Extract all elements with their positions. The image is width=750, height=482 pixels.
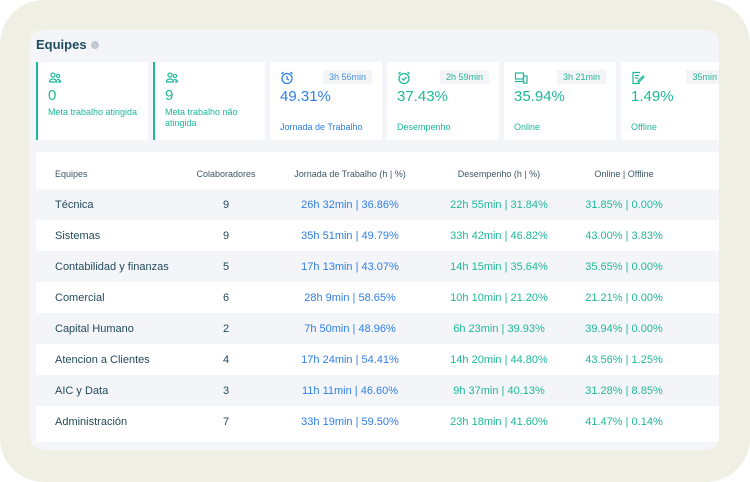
desempenho-value: 14h 20min | 44.80% bbox=[450, 353, 548, 366]
jornada-value: 33h 19min | 59.50% bbox=[301, 415, 399, 428]
users-icon bbox=[48, 71, 62, 85]
header-online-offline[interactable]: Online | Offline bbox=[594, 169, 654, 179]
summary-card-meta-trabalho-n-o-atingida[interactable]: 9 Meta trabalho não atingida bbox=[153, 62, 265, 140]
header-colaboradores[interactable]: Colaboradores bbox=[196, 169, 256, 179]
time-badge: 2h 59min bbox=[439, 70, 489, 84]
time-badge: 3h 21min bbox=[556, 70, 606, 84]
team-name: Contabilidad y finanzas bbox=[55, 260, 169, 273]
card-label: Meta trabalho atingida bbox=[48, 107, 138, 117]
panel-title: Equipes bbox=[36, 37, 99, 52]
summary-card-online[interactable]: 3h 21min 35.94% Online bbox=[504, 62, 616, 140]
online-offline-value: 31.85% | 0.00% bbox=[585, 198, 663, 211]
time-badge: 3h 56min bbox=[322, 70, 372, 84]
desempenho-value: 22h 55min | 31.84% bbox=[450, 198, 548, 211]
card-label: Meta trabalho não atingida bbox=[165, 107, 238, 128]
devices-icon bbox=[514, 71, 528, 85]
card-label: Online bbox=[514, 122, 541, 132]
teams-table: Equipes Colaboradores Jornada de Trabalh… bbox=[36, 152, 719, 442]
summary-card-offline[interactable]: 35min 1.49% Offline bbox=[621, 62, 719, 140]
card-value: 49.31% bbox=[280, 88, 331, 105]
collaborators-count: 7 bbox=[222, 415, 230, 428]
alarm-clock-icon bbox=[280, 71, 294, 85]
card-value: 35.94% bbox=[514, 88, 565, 105]
alarm-check-icon bbox=[397, 71, 411, 85]
online-offline-value: 43.00% | 3.83% bbox=[585, 229, 663, 242]
online-offline-value: 43.56% | 1.25% bbox=[585, 353, 663, 366]
summary-card-meta-trabalho-atingida[interactable]: 0 Meta trabalho atingida bbox=[36, 62, 148, 140]
table-row[interactable]: Comercial 6 28h 9min | 58.65% 10h 10min | 2… bbox=[36, 282, 719, 313]
table-header: Equipes Colaboradores Jornada de Trabalh… bbox=[36, 160, 719, 188]
collaborators-count: 2 bbox=[222, 322, 230, 335]
desempenho-value: 6h 23min | 39.93% bbox=[453, 322, 545, 335]
summary-cards: 0 Meta trabalho atingida 9 Meta trabalho nã… bbox=[36, 62, 719, 140]
teams-panel: Equipes 0 Meta trabalho atingida 9 Meta tra… bbox=[30, 30, 719, 450]
summary-card-jornada-de-trabalho[interactable]: 3h 56min 49.31% Jornada de Trabalho bbox=[270, 62, 382, 140]
card-value: 0 bbox=[48, 87, 57, 104]
table-row[interactable]: Capital Humano 2 7h 50min | 48.96% 6h 23min… bbox=[36, 313, 719, 344]
online-offline-value: 21.21% | 0.00% bbox=[585, 291, 663, 304]
jornada-value: 7h 50min | 48.96% bbox=[304, 322, 396, 335]
card-value: 1.49% bbox=[631, 88, 674, 105]
desempenho-value: 33h 42min | 46.82% bbox=[450, 229, 548, 242]
jornada-value: 17h 24min | 54.41% bbox=[301, 353, 399, 366]
table-row[interactable]: Contabilidad y finanzas 5 17h 13min | 43.0… bbox=[36, 251, 719, 282]
card-label: Desempenho bbox=[397, 122, 451, 132]
desempenho-value: 14h 15min | 35.64% bbox=[450, 260, 548, 273]
jornada-value: 11h 11min | 46.60% bbox=[301, 384, 399, 397]
table-row[interactable]: Técnica 9 26h 32min | 36.86% 22h 55min | 31… bbox=[36, 189, 719, 220]
team-name: Comercial bbox=[55, 291, 105, 304]
table-row[interactable]: Sistemas 9 35h 51min | 49.79% 33h 42min | 4… bbox=[36, 220, 719, 251]
collaborators-count: 6 bbox=[222, 291, 230, 304]
table-row[interactable]: Administración 7 33h 19min | 59.50% 23h 18m… bbox=[36, 406, 719, 437]
desempenho-value: 9h 37min | 40.13% bbox=[453, 384, 545, 397]
jornada-value: 26h 32min | 36.86% bbox=[301, 198, 399, 211]
table-row[interactable]: AIC y Data 3 11h 11min | 46.60% 9h 37min | … bbox=[36, 375, 719, 406]
users-icon bbox=[165, 71, 179, 85]
jornada-value: 28h 9min | 58.65% bbox=[304, 291, 396, 304]
online-offline-value: 39.94% | 0.00% bbox=[585, 322, 663, 335]
header-desempenho[interactable]: Desempenho (h | %) bbox=[457, 169, 541, 179]
edit-document-icon bbox=[631, 71, 645, 85]
online-offline-value: 31.28% | 8.85% bbox=[585, 384, 663, 397]
title-text: Equipes bbox=[36, 37, 87, 52]
card-value: 9 bbox=[165, 87, 174, 104]
info-icon[interactable] bbox=[90, 40, 99, 49]
team-name: Administración bbox=[55, 415, 128, 428]
card-label: Jornada de Trabalho bbox=[280, 122, 363, 132]
team-name: Técnica bbox=[55, 198, 94, 211]
collaborators-count: 9 bbox=[222, 198, 230, 211]
collaborators-count: 5 bbox=[222, 260, 230, 273]
jornada-value: 35h 51min | 49.79% bbox=[301, 229, 399, 242]
collaborators-count: 4 bbox=[222, 353, 230, 366]
header-equipes[interactable]: Equipes bbox=[55, 169, 88, 179]
team-name: Atencion a Clientes bbox=[55, 353, 150, 366]
team-name: AIC y Data bbox=[55, 384, 109, 397]
online-offline-value: 35.65% | 0.00% bbox=[585, 260, 663, 273]
header-jornada[interactable]: Jornada de Trabalho (h | %) bbox=[294, 169, 406, 179]
card-label: Offline bbox=[631, 122, 657, 132]
team-name: Capital Humano bbox=[55, 322, 134, 335]
time-badge: 35min bbox=[686, 70, 719, 84]
team-name: Sistemas bbox=[55, 229, 101, 242]
desempenho-value: 23h 18min | 41.60% bbox=[450, 415, 548, 428]
table-row[interactable]: Atencion a Clientes 4 17h 24min | 54.41% 14… bbox=[36, 344, 719, 375]
collaborators-count: 9 bbox=[222, 229, 230, 242]
card-value: 37.43% bbox=[397, 88, 448, 105]
summary-card-desempenho[interactable]: 2h 59min 37.43% Desempenho bbox=[387, 62, 499, 140]
desempenho-value: 10h 10min | 21.20% bbox=[450, 291, 548, 304]
collaborators-count: 3 bbox=[222, 384, 230, 397]
jornada-value: 17h 13min | 43.07% bbox=[301, 260, 399, 273]
online-offline-value: 41.47% | 0.14% bbox=[585, 415, 663, 428]
